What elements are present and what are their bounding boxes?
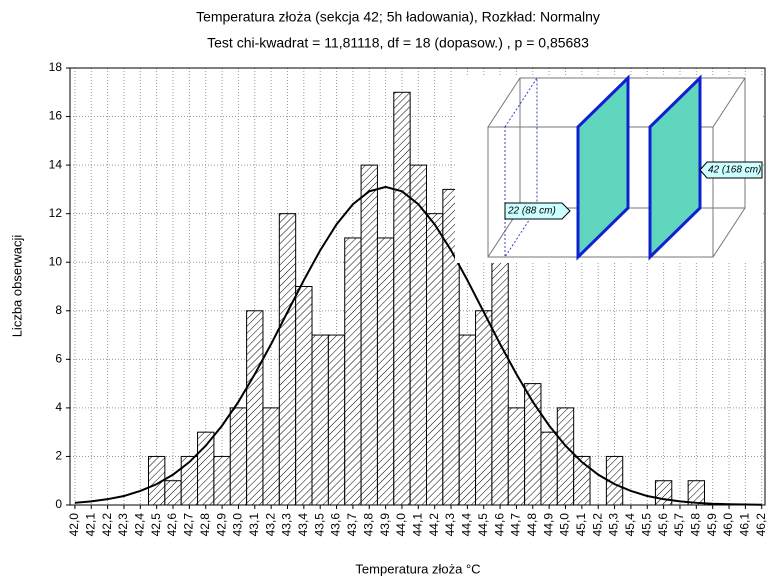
y-tick-label: 14: [49, 157, 63, 171]
inset-label: 42 (168 cm): [708, 165, 761, 176]
bar: [312, 335, 328, 505]
bar: [476, 311, 492, 505]
y-tick-label: 6: [55, 352, 62, 366]
y-tick-label: 2: [55, 449, 62, 463]
bar: [377, 238, 393, 505]
x-tick-label: 44,2: [427, 513, 441, 537]
x-tick-label: 45,6: [656, 513, 670, 537]
bar: [198, 432, 214, 505]
bar: [214, 456, 230, 505]
x-tick-label: 46,1: [738, 513, 752, 537]
x-tick-label: 43,2: [263, 513, 277, 537]
bar: [410, 165, 426, 505]
chart: Temperatura złoża (sekcja 42; 5h ładowan…: [0, 0, 767, 580]
x-tick-label: 44,4: [460, 513, 474, 537]
x-tick-label: 43,9: [378, 513, 392, 537]
x-tick-label: 43,7: [345, 513, 359, 537]
x-tick-label: 44,7: [509, 513, 523, 537]
bar: [296, 287, 312, 506]
y-axis-label: Liczba obserwacji: [9, 235, 24, 338]
bar: [165, 481, 181, 505]
x-tick-label: 42,4: [132, 513, 146, 537]
x-tick-label: 45,0: [558, 513, 572, 537]
x-tick-label: 45,7: [672, 513, 686, 537]
bar: [574, 456, 590, 505]
x-tick-label: 45,5: [639, 513, 653, 537]
y-tick-label: 12: [49, 206, 63, 220]
bar: [426, 214, 442, 505]
x-tick-label: 42,8: [198, 513, 212, 537]
bar: [181, 456, 197, 505]
bar: [394, 92, 410, 505]
x-tick-label: 44,0: [394, 513, 408, 537]
bar: [541, 432, 557, 505]
bar: [508, 408, 524, 505]
x-axis-label: Temperatura złoża °C: [355, 561, 480, 576]
x-tick-label: 44,1: [410, 513, 424, 537]
x-tick-label: 42,7: [182, 513, 196, 537]
x-tick-label: 45,2: [590, 513, 604, 537]
x-tick-label: 43,5: [312, 513, 326, 537]
x-tick-label: 45,3: [607, 513, 621, 537]
chart-title: Temperatura złoża (sekcja 42; 5h ładowan…: [196, 9, 600, 25]
x-tick-label: 43,6: [329, 513, 343, 537]
y-tick-label: 8: [55, 303, 62, 317]
x-tick-label: 43,8: [361, 513, 375, 537]
y-tick-label: 16: [49, 109, 63, 123]
x-tick-label: 45,8: [688, 513, 702, 537]
x-tick-label: 44,9: [541, 513, 555, 537]
inset-diagram: 22 (88 cm) 42 (168 cm): [455, 75, 763, 263]
x-tick-label: 46,0: [721, 513, 735, 537]
y-tick-label: 18: [49, 60, 63, 74]
x-tick-label: 44,6: [492, 513, 506, 537]
x-tick-label: 44,3: [443, 513, 457, 537]
x-tick-label: 44,5: [476, 513, 490, 537]
x-tick-label: 45,4: [623, 513, 637, 537]
x-tick-label: 42,1: [83, 513, 97, 537]
y-tick-label: 0: [55, 497, 62, 511]
bar: [557, 408, 573, 505]
bar: [459, 335, 475, 505]
bar: [361, 165, 377, 505]
x-tick-label: 43,1: [247, 513, 261, 537]
y-tick-label: 10: [49, 254, 63, 268]
x-tick-label: 42,3: [116, 513, 130, 537]
chart-subtitle: Test chi-kwadrat = 11,81118, df = 18 (do…: [207, 35, 589, 51]
x-tick-label: 44,8: [525, 513, 539, 537]
x-tick-label: 45,1: [574, 513, 588, 537]
x-tick-label: 42,2: [100, 513, 114, 537]
bar: [247, 311, 263, 505]
bar: [328, 335, 344, 505]
x-tick-label: 43,3: [280, 513, 294, 537]
bar: [345, 238, 361, 505]
x-tick-label: 42,9: [214, 513, 228, 537]
bar: [230, 408, 246, 505]
x-tick-label: 43,4: [296, 513, 310, 537]
x-tick-label: 43,0: [231, 513, 245, 537]
y-tick-label: 4: [55, 400, 62, 414]
bar: [492, 262, 508, 505]
x-tick-label: 45,9: [705, 513, 719, 537]
x-tick-label: 42,0: [67, 513, 81, 537]
x-tick-label: 42,5: [149, 513, 163, 537]
x-tick-label: 46,2: [754, 513, 767, 537]
bar: [655, 481, 671, 505]
inset-label: 22 (88 cm): [507, 206, 556, 217]
bar: [279, 214, 295, 505]
bar: [263, 408, 279, 505]
x-tick-label: 42,6: [165, 513, 179, 537]
